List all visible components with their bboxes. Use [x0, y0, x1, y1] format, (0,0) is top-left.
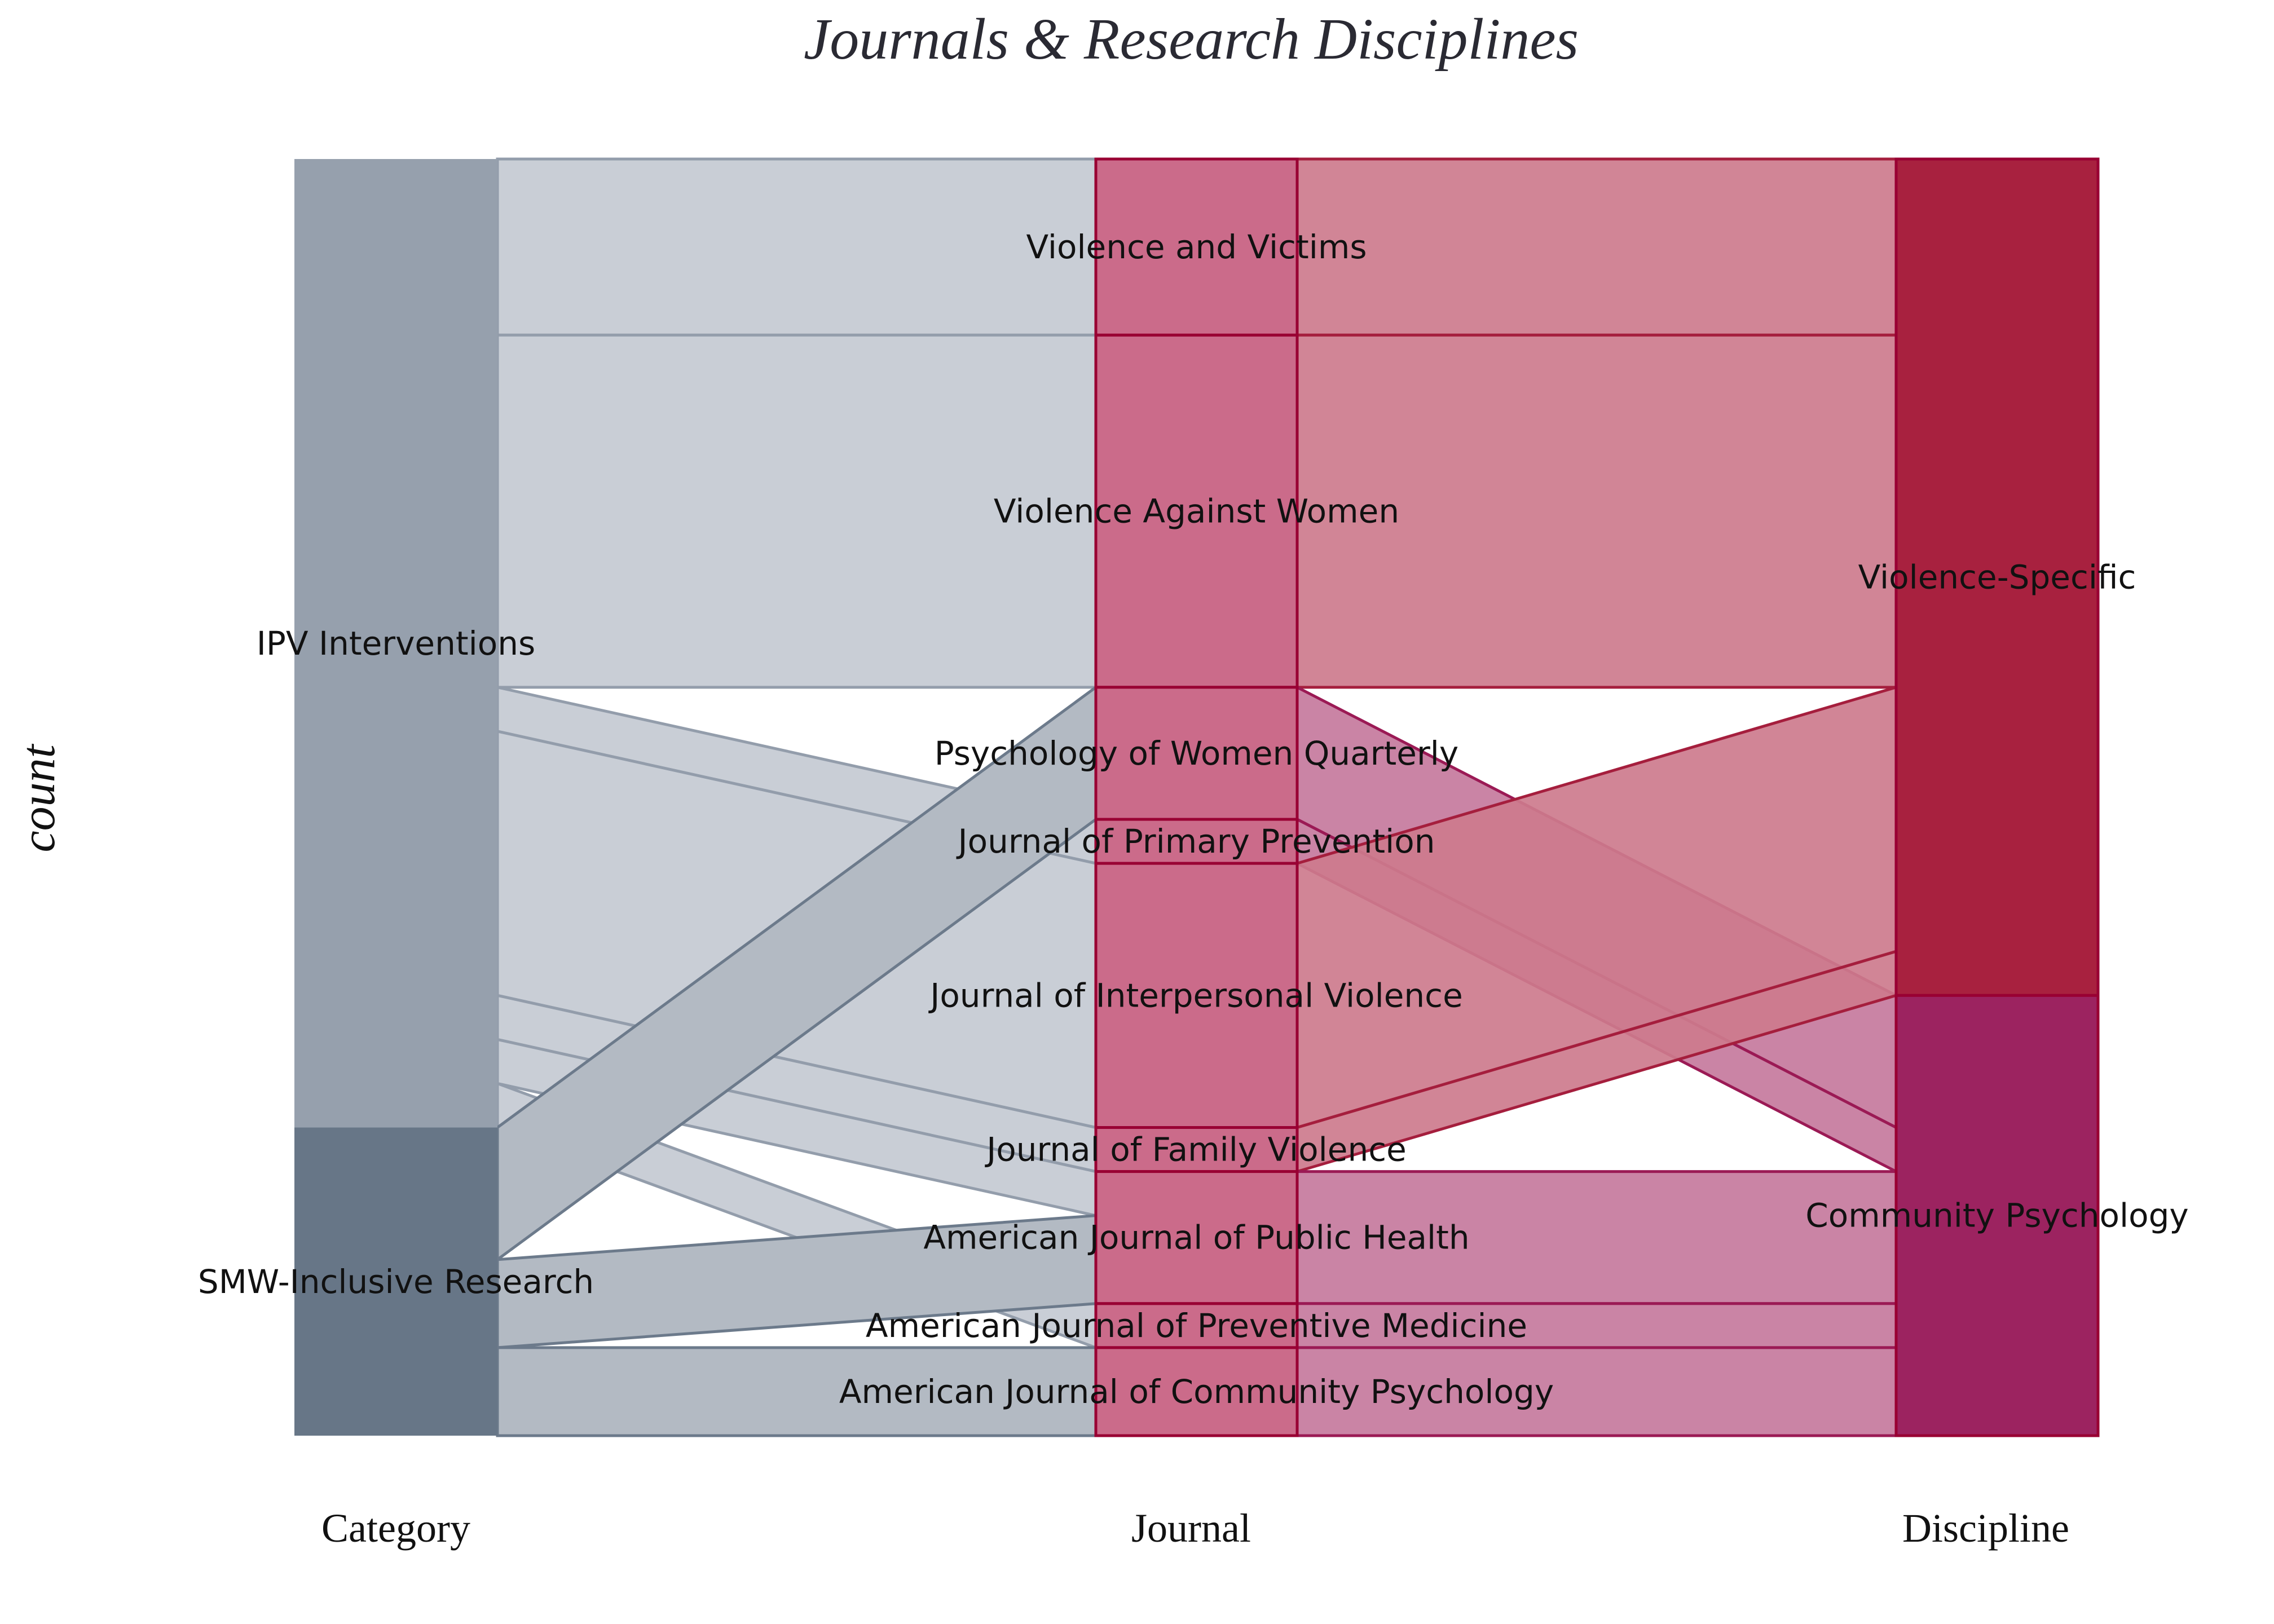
stratum-label-community-psychology: Community Psychology: [1805, 1197, 2189, 1235]
axis-label-discipline: Discipline: [1902, 1506, 2069, 1551]
stratum-violence-specific: [1894, 157, 2100, 997]
stratum-labels: IPV Interventions SMW-Inclusive Research V…: [198, 228, 2189, 1411]
stratum-violence-and-victims: [1094, 157, 1299, 337]
stratum-american-journal-of-preventive-medicine: [1094, 1302, 1299, 1349]
stratum-label-violence-specific: Violence-Specific: [1858, 558, 2136, 597]
stratum-american-journal-of-public-health: [1094, 1170, 1299, 1305]
axis-label-journal: Journal: [1131, 1506, 1251, 1551]
stratum-label-psychology-of-women-quarterly: Psychology of Women Quarterly: [935, 734, 1458, 773]
stratum-label-american-journal-of-preventive-medicine: American Journal of Preventive Medicine: [866, 1307, 1527, 1345]
stratum-label-violence-and-victims: Violence and Victims: [1026, 228, 1367, 266]
stratum-community-psychology: [1894, 994, 2100, 1437]
flow-violence-and-victims-to-violence-specific: [1295, 157, 1898, 337]
stratum-smw-inclusive-research: [294, 1127, 497, 1436]
stratum-label-journal-of-interpersonal-violence: Journal of Interpersonal Violence: [928, 976, 1463, 1014]
stratum-label-american-journal-of-public-health: American Journal of Public Health: [923, 1219, 1469, 1257]
flow-ipv-interventions-to-violence-and-victims: [496, 157, 1098, 337]
stratum-journal-of-family-violence: [1094, 1126, 1299, 1173]
y-axis-label: count: [11, 743, 65, 852]
stratum-psychology-of-women-quarterly: [1094, 686, 1299, 821]
stratum-journal-of-interpersonal-violence: [1094, 862, 1299, 1129]
stratum-journal-of-primary-prevention: [1094, 818, 1299, 865]
stratum-label-violence-against-women: Violence Against Women: [994, 492, 1399, 531]
strata: [294, 157, 2100, 1437]
axis-label-category: Category: [321, 1506, 470, 1551]
stratum-violence-against-women: [1094, 333, 1299, 689]
stratum-label-ipv-interventions: IPV Interventions: [257, 624, 535, 663]
stratum-ipv-interventions: [294, 159, 497, 1128]
flows-journal-discipline: [1295, 157, 1898, 1437]
stratum-label-journal-of-family-violence: Journal of Family Violence: [985, 1131, 1407, 1169]
stratum-american-journal-of-community-psychology: [1094, 1346, 1299, 1437]
stratum-label-american-journal-of-community-psychology: American Journal of Community Psychology: [839, 1373, 1554, 1411]
stratum-label-journal-of-primary-prevention: Journal of Primary Prevention: [956, 822, 1435, 860]
chart-title: Journals & Research Disciplines: [804, 7, 1579, 72]
stratum-label-smw-inclusive-research: SMW-Inclusive Research: [198, 1263, 594, 1301]
